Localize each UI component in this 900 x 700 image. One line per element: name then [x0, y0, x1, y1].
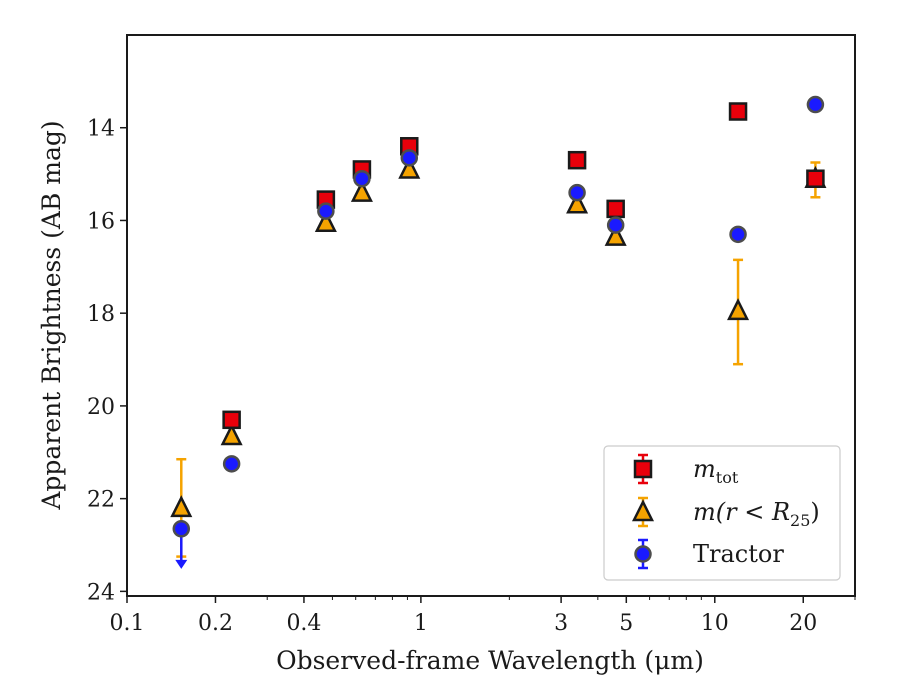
x-tick-label: 0.2 — [198, 611, 233, 636]
data-point — [170, 495, 193, 518]
x-tick-label: 20 — [789, 611, 817, 636]
data-point — [727, 298, 750, 321]
legend-marker — [633, 459, 653, 479]
data-point — [604, 223, 627, 246]
x-tick-label: 0.1 — [110, 611, 145, 636]
data-point — [220, 423, 243, 446]
data-point — [314, 209, 337, 233]
legend: mtot m(r < R25) Tractor — [603, 445, 841, 581]
data-point — [222, 410, 241, 430]
data-point — [728, 102, 748, 121]
data-point — [806, 169, 825, 188]
data-point — [398, 156, 421, 179]
data-point — [350, 179, 373, 202]
x-tick-label: 3 — [554, 611, 568, 636]
axes: 0.1 0.2 0.4 1 3 5 10 20 14 16 18 20 22 24 — [87, 34, 856, 636]
y-tick-label: 20 — [87, 395, 115, 420]
x-axis-label: Observed-frame Wavelength (μm) — [276, 646, 704, 675]
y-tick-label: 18 — [87, 302, 115, 327]
y-axis-label: Apparent Brightness (AB mag) — [37, 120, 66, 510]
upper-limit-arrow — [175, 559, 188, 569]
x-tick-label: 0.4 — [286, 611, 321, 636]
y-tick-label: 16 — [87, 209, 115, 234]
plot-area — [170, 95, 827, 569]
legend-label: m(r < R25) — [693, 498, 820, 530]
data-point — [567, 150, 587, 170]
y-tick-label: 14 — [87, 117, 115, 142]
legend-label: Tractor — [693, 540, 784, 568]
x-tick-label: 1 — [414, 611, 428, 636]
x-tick-label: 5 — [619, 611, 633, 636]
legend-marker — [634, 545, 652, 563]
data-point — [566, 191, 589, 214]
y-tick-label: 24 — [87, 580, 115, 605]
data-point — [606, 199, 625, 219]
legend-label: mtot — [693, 455, 739, 487]
y-tick-label: 22 — [87, 488, 115, 513]
legend-marker — [631, 499, 655, 522]
legend-box — [603, 445, 841, 581]
plot-frame — [126, 34, 856, 597]
x-tick-label: 10 — [701, 611, 729, 636]
